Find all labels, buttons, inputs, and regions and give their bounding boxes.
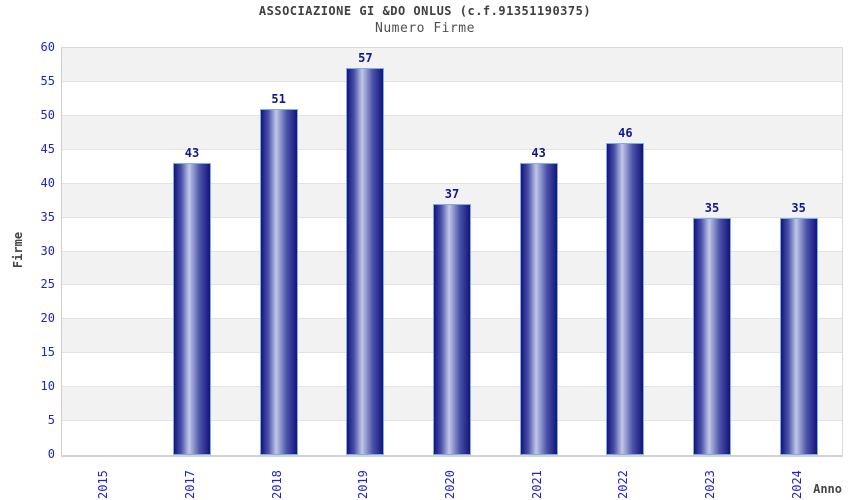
- y-tick-5: 5: [47, 413, 55, 428]
- y-tick-25: 25: [40, 277, 55, 292]
- y-tick-30: 30: [40, 243, 55, 258]
- y-tick-55: 55: [40, 73, 55, 88]
- y-tick-35: 35: [40, 209, 55, 224]
- bar-value-label-2020: 37: [444, 187, 460, 202]
- plot-band: [62, 115, 842, 150]
- x-tick-2015: 2015: [96, 470, 111, 499]
- y-axis-tick-labels: 0 5 10 15 20 25 30 35 40 45 50 55 60: [0, 0, 55, 500]
- y-tick-0: 0: [47, 447, 55, 461]
- x-tick-2024: 2024: [789, 470, 804, 499]
- bar-2021: [519, 163, 558, 455]
- x-tick-2020: 2020: [443, 470, 457, 499]
- y-tick-10: 10: [40, 379, 55, 394]
- chart-title: ASSOCIAZIONE GI &DO ONLUS (c.f.913511903…: [258, 4, 592, 18]
- y-tick-60: 60: [40, 40, 55, 54]
- bar-value-label-2022: 46: [618, 125, 633, 140]
- x-tick-2023: 2023: [703, 470, 717, 499]
- gridline: [62, 148, 842, 150]
- gridline: [62, 182, 842, 184]
- x-tick-2022: 2022: [616, 470, 631, 499]
- bar-value-label-2017: 43: [184, 146, 200, 161]
- y-axis-title: Firme: [11, 231, 25, 269]
- x-tick-2019: 2019: [356, 470, 371, 499]
- x-tick-2017: 2017: [183, 470, 197, 499]
- gridline: [62, 114, 842, 116]
- y-tick-20: 20: [40, 311, 55, 326]
- bar-2024: [779, 217, 818, 455]
- y-tick-15: 15: [40, 345, 55, 360]
- bar-value-label-2021: 43: [531, 146, 546, 161]
- bar-2017: [173, 163, 211, 455]
- plot-band: [62, 81, 842, 116]
- plot-area: 43 51 57 37 43 46 35 35: [61, 47, 843, 457]
- gridline: [62, 80, 842, 82]
- x-tick-2021: 2021: [529, 470, 544, 499]
- bar-value-label-2018: 51: [271, 92, 286, 107]
- bar-value-label-2024: 35: [791, 200, 806, 215]
- x-axis-title: Anno: [813, 482, 842, 496]
- bar-2023: [693, 217, 731, 455]
- bar-value-label-2019: 57: [358, 51, 373, 66]
- y-tick-40: 40: [40, 175, 55, 190]
- plot-band: [62, 48, 842, 82]
- chart-subtitle: Numero Firme: [375, 21, 475, 36]
- x-tick-2018: 2018: [269, 470, 284, 499]
- bar-2020: [433, 204, 471, 455]
- bar-2022: [606, 142, 645, 455]
- bar-2018: [259, 109, 298, 455]
- y-tick-45: 45: [40, 141, 55, 156]
- y-tick-50: 50: [40, 107, 55, 122]
- bar-2019: [346, 68, 385, 455]
- bar-value-label-2023: 35: [704, 200, 720, 215]
